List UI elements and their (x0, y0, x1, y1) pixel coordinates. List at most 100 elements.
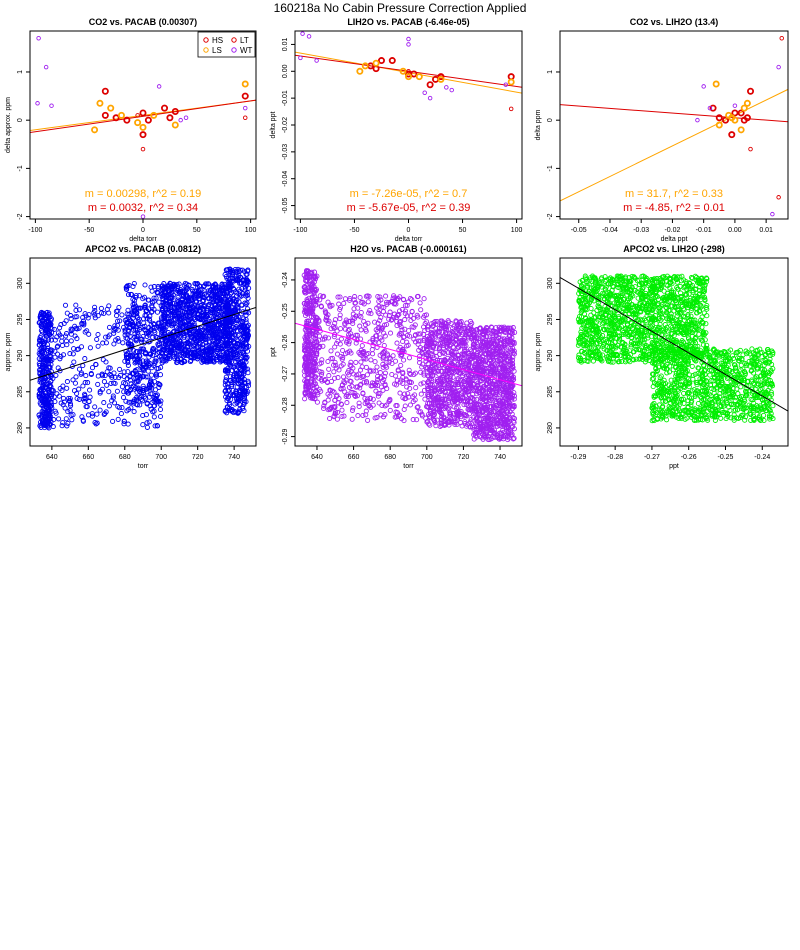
point-cluster (649, 345, 776, 424)
y-tick-label: 0.01 (282, 38, 289, 52)
series-wt (35, 35, 248, 219)
data-point (737, 126, 745, 134)
y-tick-label: -0.04 (282, 171, 289, 187)
panel-apco2-vs-lih2o: APCO2 vs. LIH2O (-298)-0.29 -0.28 -0.27 -0.… (535, 244, 789, 470)
legend-label: HS (212, 36, 223, 45)
x-tick-label: 680 (119, 454, 131, 461)
x-tick-label: 640 (46, 454, 58, 461)
data-point (422, 90, 427, 96)
x-tick-label: 0 (407, 227, 411, 234)
x-tick-label: 740 (228, 454, 240, 461)
chart-title: CO2 vs. PACAB (0.00307) (89, 17, 197, 27)
data-point (776, 195, 781, 200)
y-tick-label: -1 (17, 165, 24, 171)
plot-frame (559, 257, 789, 447)
series-ls (356, 59, 515, 86)
series-hs (709, 87, 755, 139)
data-point (241, 80, 249, 88)
data-point (406, 69, 411, 74)
panel-co2-vs-lih2o: CO2 vs. LIH2O (13.4) m = 31.7, r^2 = 0.33… (535, 17, 789, 243)
x-tick-label: -0.28 (607, 454, 623, 461)
x-axis-label: delta torr (395, 236, 423, 243)
plot-area (30, 35, 256, 219)
plot-area (295, 31, 522, 112)
y-tick-label: -0.03 (282, 144, 289, 160)
fit-line (560, 277, 788, 412)
point-cluster (36, 309, 55, 431)
y-axis-label: approx. ppm (5, 332, 12, 371)
data-point (298, 55, 303, 61)
data-point (139, 131, 147, 139)
y-axis-label: delta ppt (270, 112, 277, 139)
data-point (156, 84, 162, 89)
plot-area (295, 268, 522, 443)
x-tick-label: -0.05 (571, 227, 587, 234)
x-tick-label: 50 (193, 227, 201, 234)
legend-marker (203, 47, 209, 53)
data-point (399, 67, 407, 75)
data-point (776, 64, 781, 70)
data-point (444, 85, 449, 90)
chart-title: APCO2 vs. PACAB (0.0812) (85, 244, 201, 254)
y-tick-label: 300 (17, 277, 24, 289)
x-tick-label: -50 (349, 227, 359, 234)
legend-label: LT (240, 36, 249, 45)
data-point (150, 111, 158, 119)
plot-frame (29, 257, 257, 447)
fit-line (295, 51, 522, 94)
series-ls (712, 80, 751, 134)
y-axis: 280 285 290 295 300 approx. ppm (5, 277, 30, 434)
data-point (427, 95, 433, 101)
point-cluster (222, 266, 252, 416)
data-point (728, 114, 736, 122)
data-point (140, 146, 146, 152)
y-axis-label: delta approx. ppm (5, 97, 12, 153)
fit-annotation: m = -4.85, r^2 = 0.01 (623, 202, 725, 214)
y-axis: 280 285 290 295 300 approx. ppm (535, 277, 560, 434)
panel-h2o-vs-pacab: H2O vs. PACAB (-0.000161) 640 660 680 700 720… (270, 244, 523, 470)
data-point (107, 104, 115, 112)
fit-annotation: m = -7.26e-05, r^2 = 0.7 (350, 188, 468, 200)
x-tick-label: -50 (84, 227, 94, 234)
legend-label: LS (212, 46, 222, 55)
data-point (715, 114, 723, 122)
data-point (171, 121, 179, 129)
x-tick-label: -0.02 (664, 227, 680, 234)
data-point (134, 119, 142, 127)
data-point (701, 84, 706, 89)
data-point (35, 101, 40, 106)
plot-area (560, 273, 788, 424)
data-point (722, 116, 730, 124)
data-point (161, 104, 169, 112)
x-axis: -0.05 -0.04 -0.03 -0.02 -0.01 0.00 0.01 delta p… (571, 219, 773, 243)
y-axis: 0.01 0.00 -0.01 -0.02 -0.03 -0.04 -0.05 delta p… (270, 38, 295, 214)
fit-annotation: m = 0.0032, r^2 = 0.34 (88, 202, 198, 214)
data-point (449, 87, 454, 93)
data-point (404, 73, 412, 81)
y-axis-label: ppt (270, 347, 277, 357)
fit-line (30, 306, 256, 381)
chart-title: APCO2 vs. LIH2O (-298) (623, 244, 725, 254)
data-point (96, 99, 104, 107)
x-tick-label: 640 (311, 454, 323, 461)
data-point (139, 123, 147, 131)
x-axis-label: delta torr (129, 236, 157, 243)
data-point (388, 57, 396, 65)
data-point (507, 78, 515, 86)
x-tick-label: -0.27 (644, 454, 660, 461)
data-point (101, 111, 109, 119)
data-point (695, 117, 700, 123)
x-tick-label: 660 (82, 454, 94, 461)
point-cluster (575, 273, 710, 366)
data-point (715, 121, 723, 129)
y-axis-label: delta ppm (535, 109, 542, 140)
plot-area (560, 35, 788, 217)
data-point (372, 59, 380, 67)
x-axis: -0.29 -0.28 -0.27 -0.26 -0.25 -0.24 ppt (570, 446, 770, 470)
y-tick-label: 300 (547, 277, 554, 289)
fit-annotation: m = -5.67e-05, r^2 = 0.39 (347, 202, 471, 214)
y-tick-label: 1 (547, 70, 554, 74)
data-point (728, 131, 736, 139)
y-tick-label: -0.01 (282, 90, 289, 106)
